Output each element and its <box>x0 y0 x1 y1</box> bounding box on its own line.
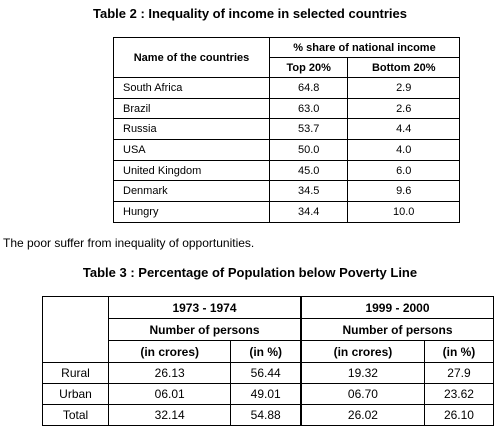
table-row: Russia 53.7 4.4 <box>113 118 460 141</box>
poverty-line-table: 1973 - 1974 1999 - 2000 Number of person… <box>42 296 495 426</box>
header-top-20: Top 20% <box>268 57 349 78</box>
header-share-national-income: % share of national income <box>269 37 460 58</box>
percent-1973-cell: 56.44 <box>230 362 302 384</box>
header-country-name: Name of the countries <box>113 37 270 78</box>
table-row: Urban 06.01 49.01 06.70 23.62 <box>42 383 495 405</box>
bottom-20-cell: 6.0 <box>347 159 460 182</box>
header-blank-corner <box>42 296 109 363</box>
header-bottom-20: Bottom 20% <box>347 57 460 78</box>
bottom-20-cell: 4.4 <box>347 118 460 141</box>
country-cell: South Africa <box>113 77 270 99</box>
crores-1973-cell: 26.13 <box>107 362 232 384</box>
table-row: Hungry 34.4 10.0 <box>113 201 460 223</box>
income-inequality-table: Name of the countries % share of nationa… <box>113 37 460 223</box>
percent-1973-cell: 49.01 <box>230 383 302 405</box>
row-label-cell: Total <box>42 404 109 426</box>
top-20-cell: 45.0 <box>268 159 349 182</box>
top-20-cell: 64.8 <box>268 77 349 99</box>
table2-body: South Africa 64.8 2.9 Brazil 63.0 2.6 Russia 53… <box>113 77 460 223</box>
percent-1999-cell: 27.9 <box>423 362 495 384</box>
top-20-cell: 53.7 <box>268 118 349 141</box>
percent-1999-cell: 23.62 <box>423 383 495 405</box>
body-sentence: The poor suffer from inequality of oppor… <box>3 236 255 250</box>
row-label-cell: Urban <box>42 383 109 405</box>
bottom-20-cell: 4.0 <box>347 139 460 161</box>
top-20-cell: 63.0 <box>268 97 349 120</box>
percent-1999-cell: 26.10 <box>423 404 495 426</box>
crores-1999-cell: 19.32 <box>299 362 425 384</box>
crores-1999-cell: 26.02 <box>299 404 425 426</box>
country-cell: Russia <box>113 118 270 141</box>
bottom-20-cell: 9.6 <box>347 180 460 203</box>
header-period-1973: 1973 - 1974 <box>107 296 302 319</box>
table-row: South Africa 64.8 2.9 <box>113 77 460 99</box>
header-in-percent-1973: (in %) <box>230 340 302 363</box>
table-row: Total 32.14 54.88 26.02 26.10 <box>42 404 495 426</box>
top-20-cell: 34.5 <box>268 180 349 203</box>
country-cell: Hungry <box>113 201 270 223</box>
header-in-crores-1973: (in crores) <box>107 340 232 363</box>
row-label-cell: Rural <box>42 362 109 384</box>
crores-1999-cell: 06.70 <box>299 383 425 405</box>
crores-1973-cell: 06.01 <box>107 383 232 405</box>
table2-title: Table 2 : Inequality of income in select… <box>93 6 407 21</box>
bottom-20-cell: 2.9 <box>347 77 460 99</box>
header-in-percent-1999: (in %) <box>423 340 495 363</box>
table3-body: Rural 26.13 56.44 19.32 27.9 Urban 06.01 49.01 0… <box>42 362 495 426</box>
top-20-cell: 34.4 <box>268 201 349 223</box>
table-row: Rural 26.13 56.44 19.32 27.9 <box>42 362 495 384</box>
header-number-persons-1999: Number of persons <box>299 318 494 341</box>
header-number-persons-1973: Number of persons <box>107 318 302 341</box>
top-20-cell: 50.0 <box>268 139 349 161</box>
crores-1973-cell: 32.14 <box>107 404 232 426</box>
table-row: USA 50.0 4.0 <box>113 139 460 161</box>
country-cell: Brazil <box>113 97 270 120</box>
table-row: Denmark 34.5 9.6 <box>113 180 460 203</box>
header-period-1999: 1999 - 2000 <box>299 296 494 319</box>
table3-title: Table 3 : Percentage of Population below… <box>82 265 418 280</box>
bottom-20-cell: 2.6 <box>347 97 460 120</box>
bottom-20-cell: 10.0 <box>347 201 460 223</box>
country-cell: Denmark <box>113 180 270 203</box>
table-row: United Kingdom 45.0 6.0 <box>113 159 460 182</box>
percent-1973-cell: 54.88 <box>230 404 302 426</box>
country-cell: USA <box>113 139 270 161</box>
country-cell: United Kingdom <box>113 159 270 182</box>
table-row: Brazil 63.0 2.6 <box>113 97 460 120</box>
header-in-crores-1999: (in crores) <box>299 340 425 363</box>
